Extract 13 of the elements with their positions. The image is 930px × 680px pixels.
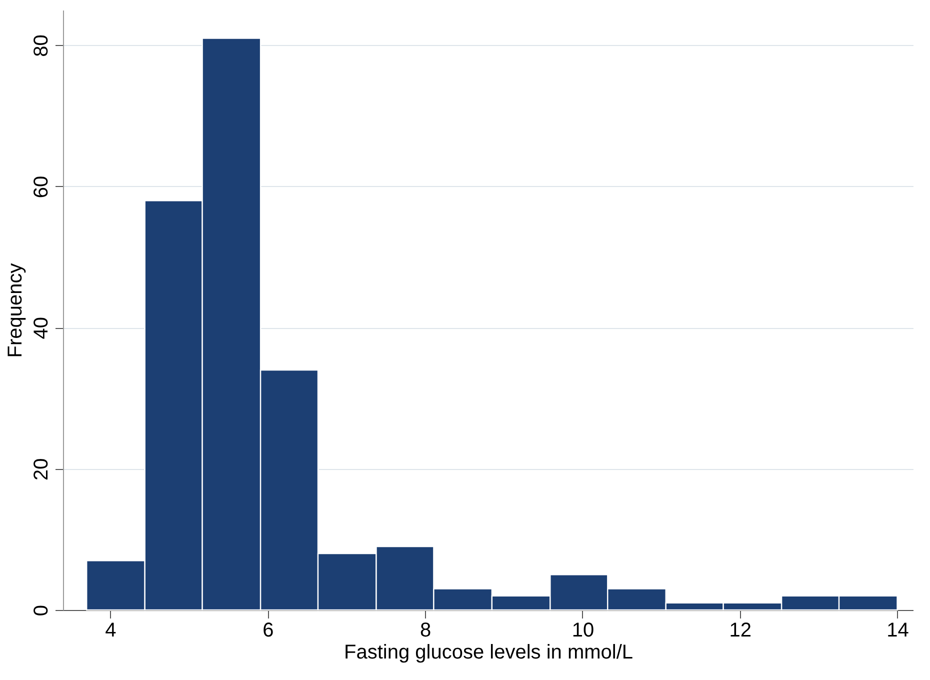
y-tick-label: 60 [30,176,52,198]
y-axis-title: Frequency [4,263,26,358]
y-tick-label: 20 [30,458,52,480]
x-tick-label: 10 [572,620,594,642]
x-tick-label: 6 [262,620,274,642]
x-tick-label: 8 [420,620,432,642]
x-axis-title: Fasting glucose levels in mmol/L [344,642,634,664]
x-tick-label: 4 [105,620,116,642]
x-tick-label: 12 [729,620,752,642]
y-tick-label: 0 [30,604,52,616]
y-tick-label: 80 [30,34,52,57]
y-tick-label: 40 [30,317,52,340]
x-tick-label: 14 [886,620,909,642]
